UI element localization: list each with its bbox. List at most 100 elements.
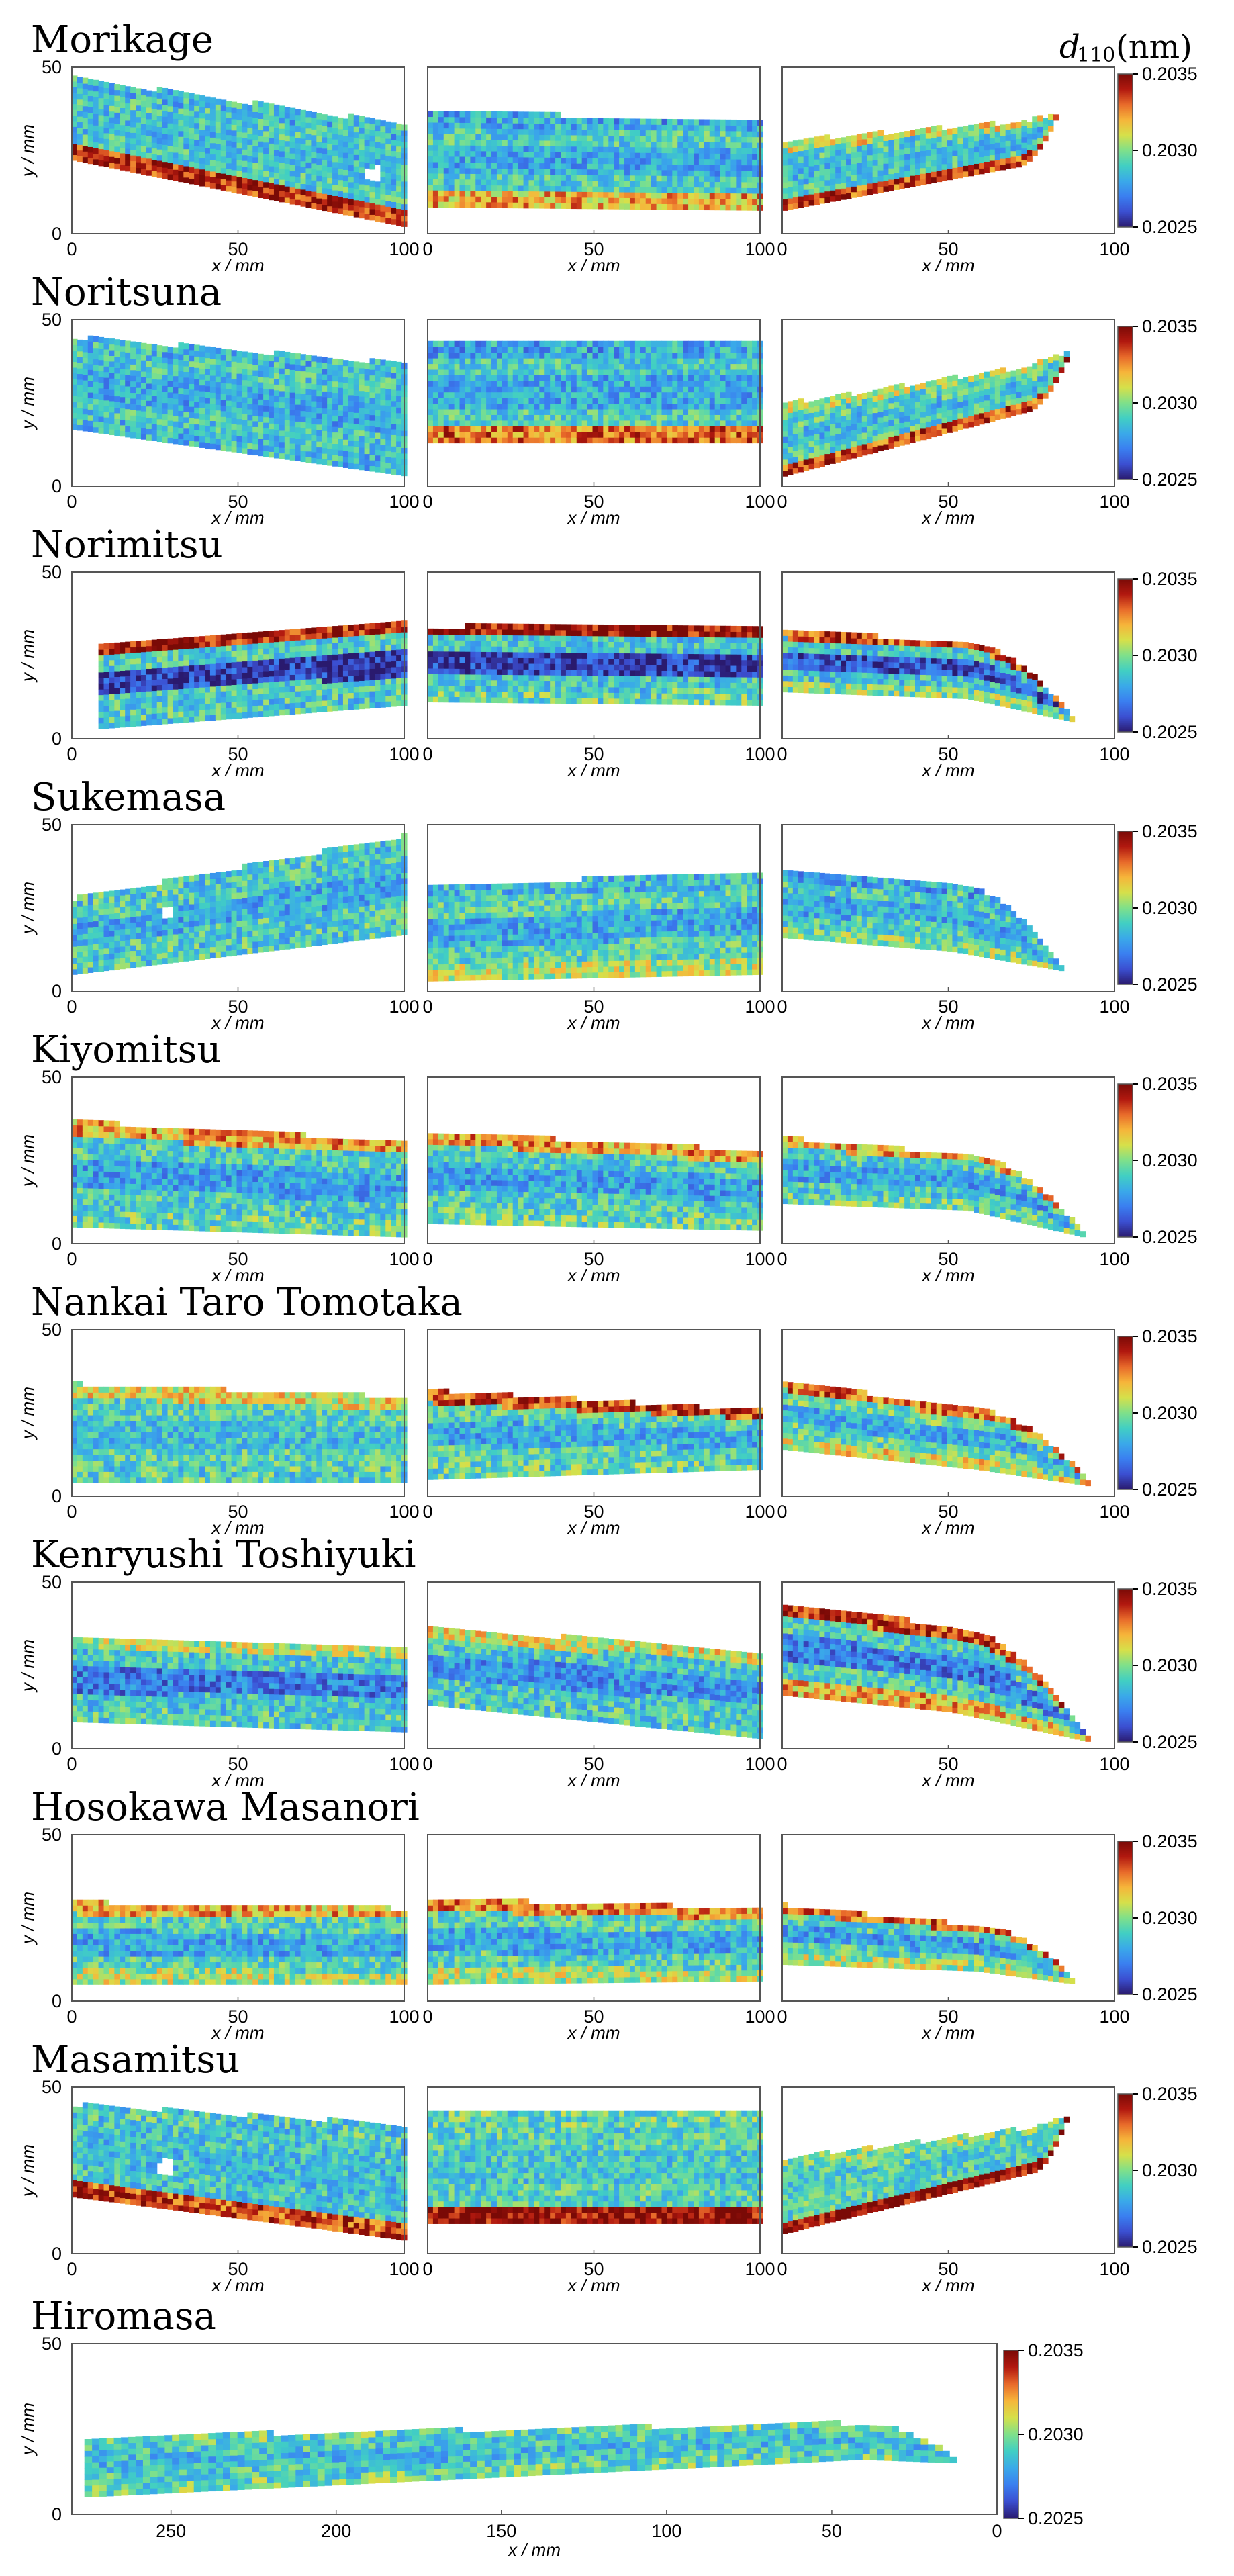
heat-cell (518, 369, 524, 375)
heat-cell (93, 416, 99, 422)
heat-cell (915, 180, 921, 186)
heat-cell (710, 420, 716, 426)
heat-cell (608, 420, 614, 426)
heat-cell (619, 420, 625, 426)
heat-cell (343, 371, 349, 377)
heat-cell (380, 132, 386, 138)
heat-cell (232, 170, 238, 176)
heat-cell (593, 381, 599, 387)
heat-cell (782, 459, 788, 465)
heat-cell (614, 203, 620, 210)
heat-cell (305, 389, 312, 395)
heat-cell (603, 353, 609, 359)
heat-cell (672, 432, 678, 438)
heat-cell (269, 143, 275, 149)
heat-cell (348, 193, 354, 199)
heat-cell (237, 182, 243, 188)
heat-cell (624, 169, 630, 175)
heat-cell (348, 440, 354, 446)
heat-cell (354, 166, 360, 172)
heat-cell (194, 94, 200, 100)
heat-cell (715, 181, 721, 187)
heat-cell (354, 177, 360, 183)
heat-cell (72, 402, 78, 408)
heat-cell (824, 197, 830, 203)
heat-cell (635, 192, 641, 198)
heat-cell (534, 426, 540, 432)
heat-cell (968, 148, 974, 154)
heat-cell (614, 341, 620, 347)
heat-cell (354, 463, 360, 469)
heat-cell (1016, 150, 1022, 156)
heat-cell (93, 348, 99, 354)
heat-cell (683, 347, 689, 353)
heat-cell (168, 106, 174, 112)
heat-cell (528, 347, 534, 353)
heat-cell (83, 403, 89, 409)
heat-cell (365, 420, 371, 426)
x-tick-label: 100 (389, 239, 419, 259)
heat-cell (730, 154, 737, 160)
heat-cell (114, 152, 120, 158)
heat-cell (130, 415, 136, 421)
heat-cell (205, 420, 211, 426)
heat-cell (396, 458, 402, 464)
heat-cell (952, 162, 958, 168)
heat-cell (1032, 144, 1038, 150)
heat-cell (359, 396, 365, 402)
heat-cell (194, 168, 200, 174)
heat-cell (566, 369, 572, 375)
heat-cell (199, 436, 205, 442)
heat-cell (173, 410, 179, 416)
heat-cell (385, 201, 391, 207)
heat-cell (226, 140, 232, 146)
heat-cell (782, 414, 788, 420)
heat-cell (455, 420, 461, 426)
heat-cell (237, 402, 243, 408)
heat-cell (130, 93, 136, 99)
heat-cell (894, 173, 900, 179)
heat-cell (862, 173, 868, 179)
heat-cell (88, 341, 94, 347)
heat-cell (555, 409, 561, 415)
heat-cell (577, 426, 583, 432)
heat-cell (518, 140, 524, 146)
heat-cell (667, 375, 673, 381)
heat-cell (497, 432, 503, 438)
heat-cell (194, 373, 200, 379)
heat-cell (226, 185, 232, 191)
heat-cell (343, 187, 349, 193)
heat-cell (699, 437, 705, 443)
heat-cell (635, 175, 641, 181)
heat-cell (539, 375, 545, 381)
heat-cell (593, 197, 599, 203)
heat-cell (183, 394, 189, 400)
heat-cell (1027, 128, 1033, 134)
heat-cell (741, 136, 747, 142)
heat-cell (752, 363, 758, 369)
heat-cell (385, 451, 391, 457)
heat-cell (173, 175, 179, 181)
heat-cell (279, 174, 285, 180)
heat-cell (152, 412, 158, 418)
heat-cell (920, 173, 927, 179)
heat-cell (502, 386, 508, 392)
heat-cell (152, 384, 158, 390)
heat-cell (322, 374, 328, 380)
heat-cell (694, 426, 700, 432)
heat-cell (931, 160, 937, 166)
heat-cell (651, 420, 657, 426)
heat-cell (1032, 134, 1038, 140)
heat-cell (968, 170, 974, 176)
heat-cell (470, 369, 476, 375)
heat-cell (672, 142, 678, 148)
heat-cell (528, 180, 534, 186)
heat-cell (125, 398, 131, 404)
heat-cell (1043, 135, 1049, 141)
heat-cell (741, 432, 747, 438)
heat-cell (237, 114, 243, 120)
heat-cell (465, 168, 471, 174)
heat-cell (168, 437, 174, 443)
heat-cell (359, 464, 365, 470)
heat-cell (305, 445, 312, 451)
